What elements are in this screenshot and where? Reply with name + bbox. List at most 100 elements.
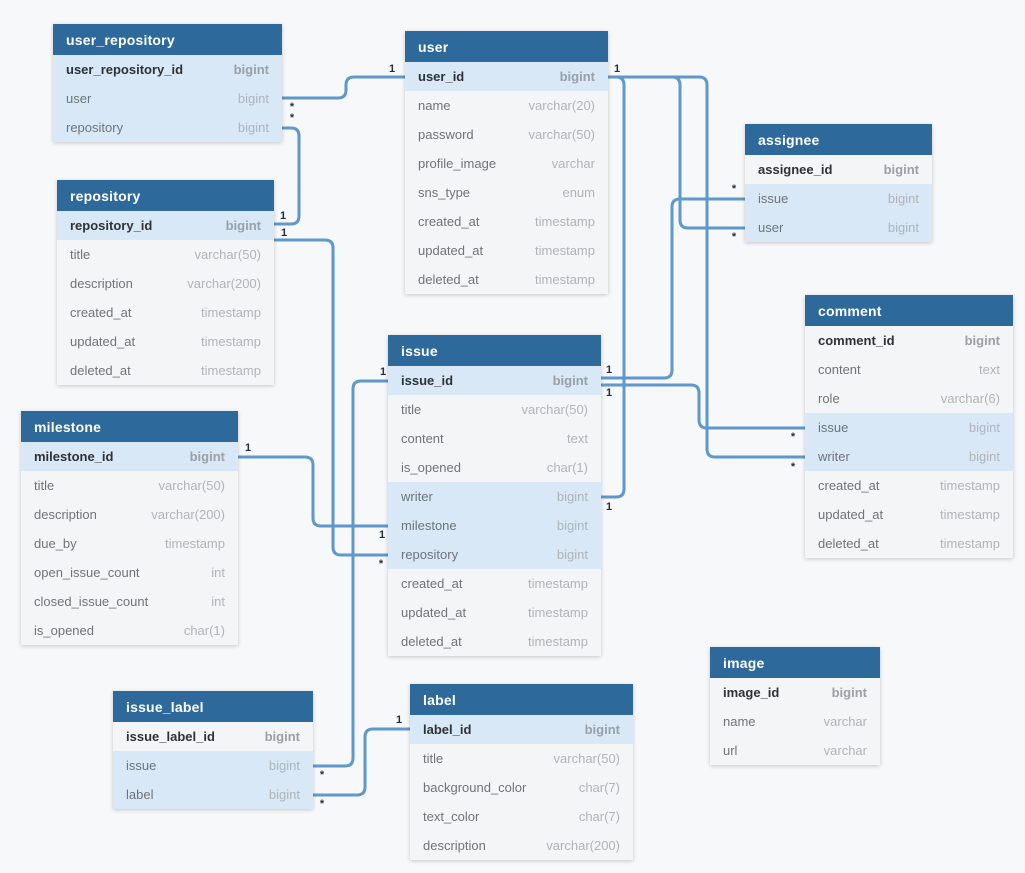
table-user_repository[interactable]: user_repository user_repository_id bigint u… bbox=[53, 24, 282, 142]
column-row-issue-milestone[interactable]: milestone bigint bbox=[388, 511, 601, 540]
table-issue_label[interactable]: issue_label issue_label_id bigint issue bigi… bbox=[113, 691, 313, 809]
column-row-user-profile_image[interactable]: profile_image varchar bbox=[405, 149, 608, 178]
column-type: timestamp bbox=[528, 605, 588, 620]
column-row-user-name[interactable]: name varchar(20) bbox=[405, 91, 608, 120]
relationship-label-label_id-to-issue_label-label[interactable] bbox=[313, 727, 410, 797]
column-row-comment-writer[interactable]: writer bigint bbox=[805, 442, 1013, 471]
table-issue[interactable]: issue issue_id bigint title varchar(50) conte… bbox=[388, 335, 601, 656]
column-row-user-user_id[interactable]: user_id bigint bbox=[405, 62, 608, 91]
column-type: bigint bbox=[264, 729, 300, 744]
column-row-comment-content[interactable]: content text bbox=[805, 355, 1013, 384]
column-row-milestone-open_issue_count[interactable]: open_issue_count int bbox=[21, 558, 238, 587]
column-row-image-url[interactable]: url varchar bbox=[710, 736, 880, 765]
column-row-user-created_at[interactable]: created_at timestamp bbox=[405, 207, 608, 236]
table-header-user_repository[interactable]: user_repository bbox=[53, 24, 282, 55]
table-header-milestone[interactable]: milestone bbox=[21, 411, 238, 442]
table-header-assignee[interactable]: assignee bbox=[745, 124, 932, 155]
column-type: text bbox=[567, 431, 588, 446]
column-name: issue_label_id bbox=[126, 729, 215, 744]
relationship-user-user_id-to-comment-writer[interactable] bbox=[608, 75, 805, 459]
column-type: bigint bbox=[559, 69, 595, 84]
column-row-image-image_id[interactable]: image_id bigint bbox=[710, 678, 880, 707]
column-row-milestone-title[interactable]: title varchar(50) bbox=[21, 471, 238, 500]
table-repository[interactable]: repository repository_id bigint title varcha… bbox=[57, 180, 274, 385]
column-row-image-name[interactable]: name varchar bbox=[710, 707, 880, 736]
column-row-comment-comment_id[interactable]: comment_id bigint bbox=[805, 326, 1013, 355]
table-comment[interactable]: comment comment_id bigint content text role va… bbox=[805, 295, 1013, 558]
column-name: updated_at bbox=[418, 243, 484, 258]
table-title: comment bbox=[818, 302, 882, 319]
column-row-repository-repository_id[interactable]: repository_id bigint bbox=[57, 211, 274, 240]
column-type: bigint bbox=[556, 547, 588, 562]
relationship-issue-issue_id-to-issue_label-issue[interactable] bbox=[313, 379, 388, 768]
column-row-repository-description[interactable]: description varchar(200) bbox=[57, 269, 274, 298]
column-name: label bbox=[126, 787, 154, 802]
column-row-milestone-is_opened[interactable]: is_opened char(1) bbox=[21, 616, 238, 645]
table-header-label[interactable]: label bbox=[410, 684, 633, 715]
column-row-assignee-issue[interactable]: issue bigint bbox=[745, 184, 932, 213]
column-row-issue-issue_id[interactable]: issue_id bigint bbox=[388, 366, 601, 395]
table-header-issue_label[interactable]: issue_label bbox=[113, 691, 313, 722]
column-row-label-description[interactable]: description varchar(200) bbox=[410, 831, 633, 860]
table-user[interactable]: user user_id bigint name varchar(20) password… bbox=[405, 31, 608, 294]
column-row-label-background_color[interactable]: background_color char(7) bbox=[410, 773, 633, 802]
relationship-repository-repository_id-to-issue-repository[interactable] bbox=[274, 238, 388, 557]
column-row-issue-title[interactable]: title varchar(50) bbox=[388, 395, 601, 424]
column-row-user-password[interactable]: password varchar(50) bbox=[405, 120, 608, 149]
column-row-issue-is_opened[interactable]: is_opened char(1) bbox=[388, 453, 601, 482]
table-assignee[interactable]: assignee assignee_id bigint issue bigint user… bbox=[745, 124, 932, 242]
table-label[interactable]: label label_id bigint title varchar(50) backg… bbox=[410, 684, 633, 860]
column-type: bigint bbox=[237, 91, 269, 106]
column-name: role bbox=[818, 391, 840, 406]
table-header-comment[interactable]: comment bbox=[805, 295, 1013, 326]
column-row-comment-deleted_at[interactable]: deleted_at timestamp bbox=[805, 529, 1013, 558]
column-row-issue-updated_at[interactable]: updated_at timestamp bbox=[388, 598, 601, 627]
column-row-issue_label-issue[interactable]: issue bigint bbox=[113, 751, 313, 780]
column-row-user-updated_at[interactable]: updated_at timestamp bbox=[405, 236, 608, 265]
column-row-milestone-closed_issue_count[interactable]: closed_issue_count int bbox=[21, 587, 238, 616]
column-row-milestone-description[interactable]: description varchar(200) bbox=[21, 500, 238, 529]
column-row-issue_label-issue_label_id[interactable]: issue_label_id bigint bbox=[113, 722, 313, 751]
column-row-repository-updated_at[interactable]: updated_at timestamp bbox=[57, 327, 274, 356]
column-row-user-sns_type[interactable]: sns_type enum bbox=[405, 178, 608, 207]
relationship-issue-issue_id-to-assignee-issue[interactable] bbox=[601, 197, 745, 380]
column-row-comment-issue[interactable]: issue bigint bbox=[805, 413, 1013, 442]
column-row-issue_label-label[interactable]: label bigint bbox=[113, 780, 313, 809]
column-row-milestone-milestone_id[interactable]: milestone_id bigint bbox=[21, 442, 238, 471]
column-row-repository-deleted_at[interactable]: deleted_at timestamp bbox=[57, 356, 274, 385]
table-image[interactable]: image image_id bigint name varchar url varchar bbox=[710, 647, 880, 765]
column-row-issue-deleted_at[interactable]: deleted_at timestamp bbox=[388, 627, 601, 656]
relationship-milestone-milestone_id-to-issue-milestone[interactable] bbox=[238, 455, 388, 528]
column-row-issue-repository[interactable]: repository bigint bbox=[388, 540, 601, 569]
column-row-label-title[interactable]: title varchar(50) bbox=[410, 744, 633, 773]
column-row-user_repository-user[interactable]: user bigint bbox=[53, 84, 282, 113]
column-row-repository-title[interactable]: title varchar(50) bbox=[57, 240, 274, 269]
column-row-assignee-user[interactable]: user bigint bbox=[745, 213, 932, 242]
table-header-user[interactable]: user bbox=[405, 31, 608, 62]
column-row-user-deleted_at[interactable]: deleted_at timestamp bbox=[405, 265, 608, 294]
table-header-repository[interactable]: repository bbox=[57, 180, 274, 211]
relationship-user_repository-user-to-user-user_id[interactable] bbox=[282, 75, 405, 100]
column-row-assignee-assignee_id[interactable]: assignee_id bigint bbox=[745, 155, 932, 184]
column-row-issue-created_at[interactable]: created_at timestamp bbox=[388, 569, 601, 598]
table-header-issue[interactable]: issue bbox=[388, 335, 601, 366]
column-row-issue-content[interactable]: content text bbox=[388, 424, 601, 453]
column-row-repository-created_at[interactable]: created_at timestamp bbox=[57, 298, 274, 327]
column-row-comment-updated_at[interactable]: updated_at timestamp bbox=[805, 500, 1013, 529]
column-name: description bbox=[70, 276, 133, 291]
column-row-label-text_color[interactable]: text_color char(7) bbox=[410, 802, 633, 831]
column-row-user_repository-repository[interactable]: repository bigint bbox=[53, 113, 282, 142]
table-header-image[interactable]: image bbox=[710, 647, 880, 678]
column-row-comment-created_at[interactable]: created_at timestamp bbox=[805, 471, 1013, 500]
column-row-issue-writer[interactable]: writer bigint bbox=[388, 482, 601, 511]
column-row-user_repository-user_repository_id[interactable]: user_repository_id bigint bbox=[53, 55, 282, 84]
column-row-comment-role[interactable]: role varchar(6) bbox=[805, 384, 1013, 413]
column-name: description bbox=[423, 838, 486, 853]
table-milestone[interactable]: milestone milestone_id bigint title varchar(… bbox=[21, 411, 238, 645]
column-row-label-label_id[interactable]: label_id bigint bbox=[410, 715, 633, 744]
relationship-user-user_id-to-assignee-user[interactable] bbox=[608, 75, 745, 230]
relationship-issue-issue_id-to-comment-issue[interactable] bbox=[601, 383, 805, 430]
relationship-user_repository-repository-to-repository-repository_id[interactable] bbox=[274, 126, 301, 226]
column-row-milestone-due_by[interactable]: due_by timestamp bbox=[21, 529, 238, 558]
